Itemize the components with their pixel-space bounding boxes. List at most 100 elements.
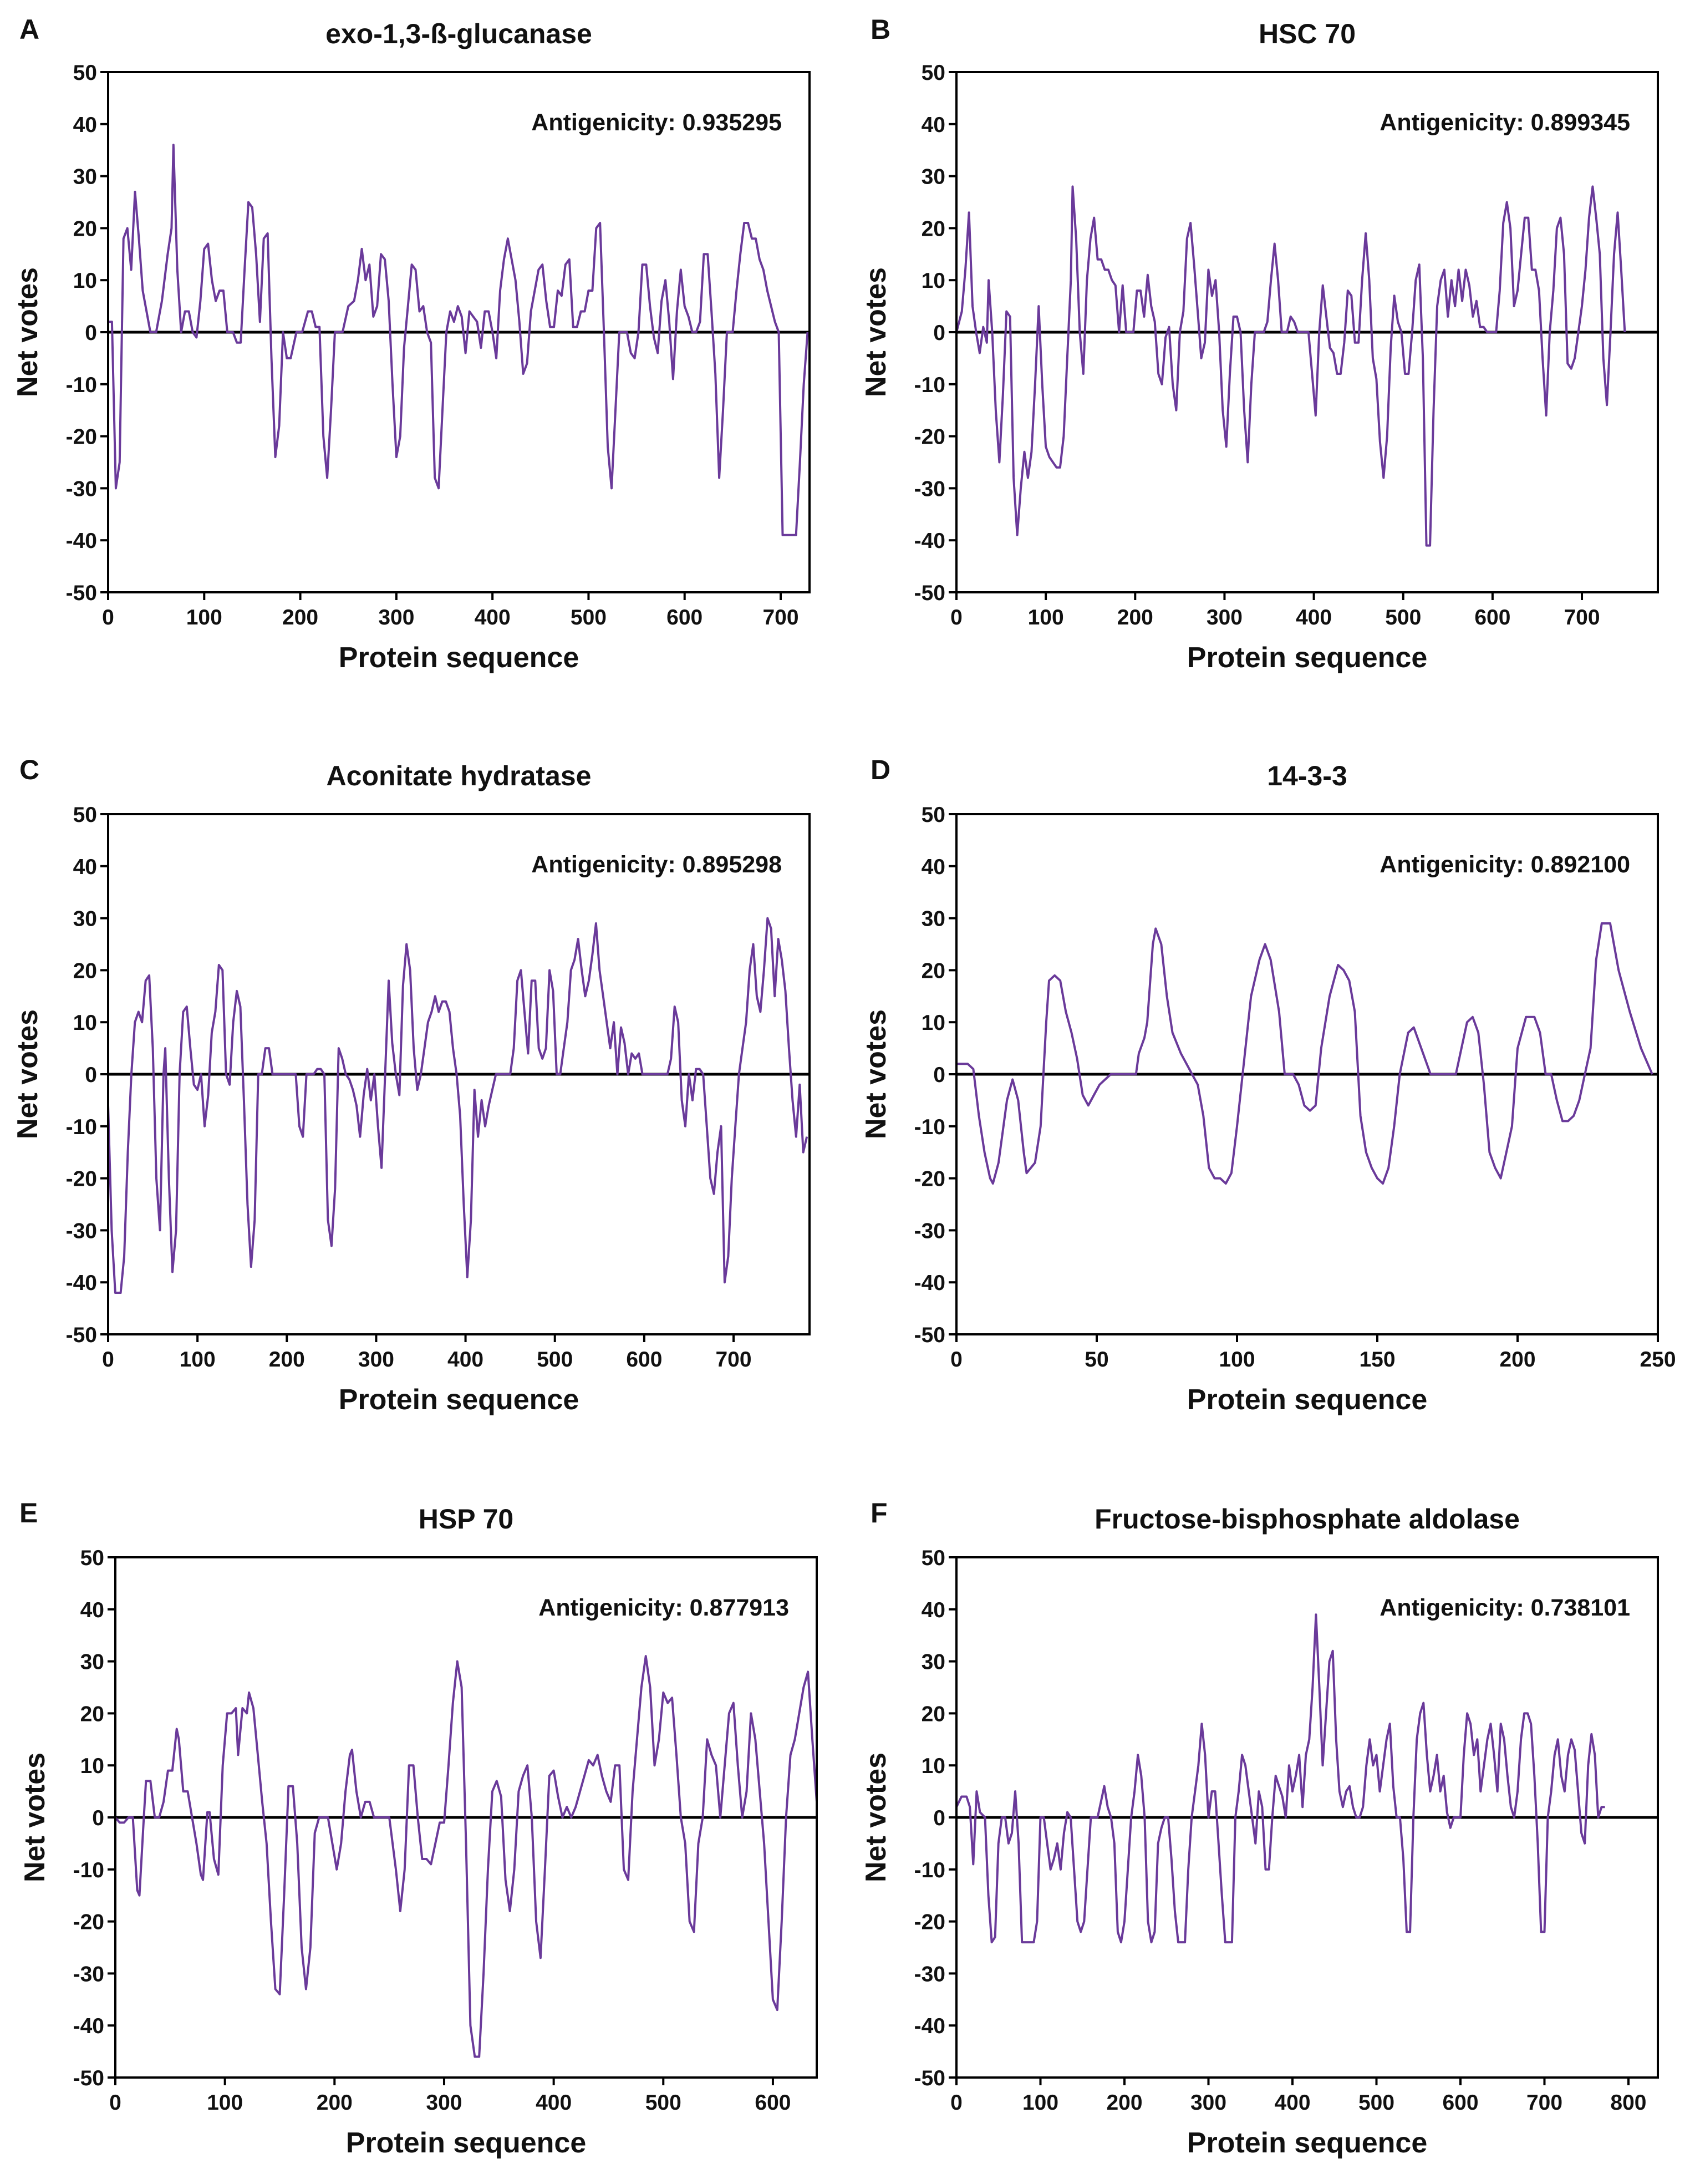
x-tick-label: 50 bbox=[1085, 1348, 1108, 1372]
chart-title: Aconitate hydratase bbox=[327, 760, 592, 791]
x-tick-label: 400 bbox=[1296, 606, 1332, 629]
x-axis-label: Protein sequence bbox=[1187, 642, 1427, 674]
y-tick-label: 40 bbox=[922, 855, 945, 879]
y-tick-label: 0 bbox=[92, 1806, 104, 1830]
y-tick-label: -20 bbox=[914, 425, 945, 449]
y-tick-label: -20 bbox=[66, 425, 97, 449]
y-tick-label: -50 bbox=[914, 581, 945, 605]
y-tick-label: -30 bbox=[66, 477, 97, 501]
chart-title: exo-1,3-ß-glucanase bbox=[325, 18, 592, 49]
y-tick-label: 20 bbox=[73, 959, 97, 983]
y-tick-label: -10 bbox=[914, 373, 945, 397]
y-tick-label: 10 bbox=[73, 269, 97, 293]
x-axis-label: Protein sequence bbox=[339, 642, 579, 674]
x-tick-label: 100 bbox=[180, 1348, 216, 1372]
y-tick-label: -40 bbox=[914, 1271, 945, 1295]
x-tick-label: 200 bbox=[269, 1348, 305, 1372]
panel-letter: C bbox=[19, 754, 39, 785]
y-tick-label: 40 bbox=[73, 855, 97, 879]
x-tick-label: 100 bbox=[207, 2091, 243, 2115]
x-tick-label: 500 bbox=[1385, 606, 1421, 629]
x-tick-label: 300 bbox=[378, 606, 414, 629]
y-tick-label: -50 bbox=[73, 2066, 104, 2090]
series-line bbox=[955, 1613, 1605, 1944]
x-tick-label: 200 bbox=[1117, 606, 1153, 629]
panel-letter: D bbox=[871, 754, 890, 785]
x-axis-label: Protein sequence bbox=[339, 1384, 579, 1416]
y-tick-label: 50 bbox=[922, 61, 945, 85]
x-axis-label: Protein sequence bbox=[1187, 1384, 1427, 1416]
y-tick-label: -30 bbox=[66, 1219, 97, 1243]
x-tick-label: 700 bbox=[762, 606, 798, 629]
antigenicity-annotation: Antigenicity: 0.892100 bbox=[1380, 851, 1630, 878]
y-tick-label: -10 bbox=[66, 373, 97, 397]
y-tick-label: 30 bbox=[73, 165, 97, 189]
antigenicity-annotation: Antigenicity: 0.935295 bbox=[531, 109, 782, 136]
y-tick-label: -20 bbox=[73, 1911, 104, 1934]
y-tick-label: 30 bbox=[922, 1650, 945, 1674]
x-tick-label: 600 bbox=[755, 2091, 791, 2115]
y-axis-label: Net votes bbox=[860, 1009, 892, 1139]
y-tick-label: 10 bbox=[922, 1011, 945, 1035]
x-tick-label: 400 bbox=[536, 2091, 572, 2115]
y-tick-label: -40 bbox=[73, 2014, 104, 2038]
y-tick-label: 30 bbox=[922, 165, 945, 189]
y-tick-label: -40 bbox=[66, 529, 97, 553]
x-tick-label: 600 bbox=[626, 1348, 662, 1372]
y-axis-label: Net votes bbox=[860, 267, 892, 397]
antigenicity-annotation: Antigenicity: 0.899345 bbox=[1380, 109, 1630, 136]
y-tick-label: -10 bbox=[73, 1858, 104, 1882]
x-tick-label: 700 bbox=[1564, 606, 1600, 629]
x-tick-label: 200 bbox=[1106, 2091, 1142, 2115]
panel-letter: E bbox=[19, 1497, 38, 1528]
chart-title: HSC 70 bbox=[1259, 18, 1356, 49]
y-tick-label: 40 bbox=[922, 113, 945, 137]
x-tick-label: 600 bbox=[1442, 2091, 1478, 2115]
series-line bbox=[955, 185, 1626, 547]
y-tick-label: 50 bbox=[80, 1546, 104, 1570]
x-tick-label: 100 bbox=[186, 606, 222, 629]
y-tick-label: 20 bbox=[922, 217, 945, 241]
y-tick-label: 50 bbox=[73, 61, 97, 85]
y-tick-label: -20 bbox=[66, 1167, 97, 1191]
series-line bbox=[107, 917, 808, 1294]
x-tick-label: 0 bbox=[102, 606, 114, 629]
antigenicity-annotation: Antigenicity: 0.877913 bbox=[538, 1594, 789, 1621]
y-tick-label: 20 bbox=[73, 217, 97, 241]
y-tick-label: -50 bbox=[914, 2066, 945, 2090]
y-tick-label: 10 bbox=[922, 1754, 945, 1778]
x-tick-label: 600 bbox=[666, 606, 703, 629]
x-tick-label: 300 bbox=[358, 1348, 394, 1372]
x-tick-label: 300 bbox=[426, 2091, 462, 2115]
y-tick-label: -30 bbox=[914, 1219, 945, 1243]
x-tick-label: 600 bbox=[1474, 606, 1510, 629]
x-tick-label: 500 bbox=[537, 1348, 573, 1372]
y-tick-label: 40 bbox=[922, 1598, 945, 1622]
y-tick-label: 0 bbox=[85, 1063, 97, 1087]
y-tick-label: -50 bbox=[66, 581, 97, 605]
x-tick-label: 700 bbox=[1526, 2091, 1562, 2115]
x-tick-label: 0 bbox=[109, 2091, 121, 2115]
y-tick-label: -10 bbox=[914, 1115, 945, 1139]
panel-letter: B bbox=[871, 14, 890, 45]
y-tick-label: 40 bbox=[80, 1598, 104, 1622]
y-tick-label: -30 bbox=[73, 1962, 104, 1986]
y-tick-label: -30 bbox=[914, 1962, 945, 1986]
y-tick-label: 40 bbox=[73, 113, 97, 137]
y-tick-label: 50 bbox=[73, 803, 97, 827]
panel-letter: F bbox=[871, 1497, 888, 1528]
x-tick-label: 200 bbox=[282, 606, 318, 629]
x-tick-label: 300 bbox=[1190, 2091, 1226, 2115]
x-tick-label: 400 bbox=[475, 606, 511, 629]
y-axis-label: Net votes bbox=[19, 1753, 51, 1882]
y-tick-label: -30 bbox=[914, 477, 945, 501]
x-tick-label: 0 bbox=[950, 1348, 963, 1372]
y-axis-label: Net votes bbox=[12, 1009, 44, 1139]
chart-panel-f: F Fructose-bisphosphate aldolase -50 -40 -30… bbox=[860, 1497, 1659, 2159]
x-tick-label: 700 bbox=[715, 1348, 751, 1372]
y-tick-label: 0 bbox=[85, 321, 97, 345]
series-line bbox=[956, 922, 1653, 1185]
x-tick-label: 100 bbox=[1028, 606, 1064, 629]
